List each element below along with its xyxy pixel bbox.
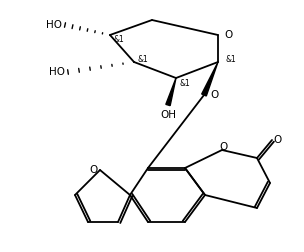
- Text: &1: &1: [137, 54, 148, 64]
- Text: OH: OH: [160, 110, 176, 120]
- Text: HO: HO: [46, 20, 62, 30]
- Text: &1: &1: [180, 79, 191, 87]
- Text: O: O: [90, 165, 98, 175]
- Polygon shape: [166, 78, 176, 106]
- Text: HO: HO: [49, 67, 65, 77]
- Text: &1: &1: [113, 36, 124, 45]
- Text: &1: &1: [226, 55, 237, 65]
- Text: O: O: [274, 135, 282, 145]
- Text: O: O: [210, 90, 218, 100]
- Text: O: O: [224, 30, 232, 40]
- Polygon shape: [202, 62, 218, 96]
- Text: O: O: [219, 142, 227, 152]
